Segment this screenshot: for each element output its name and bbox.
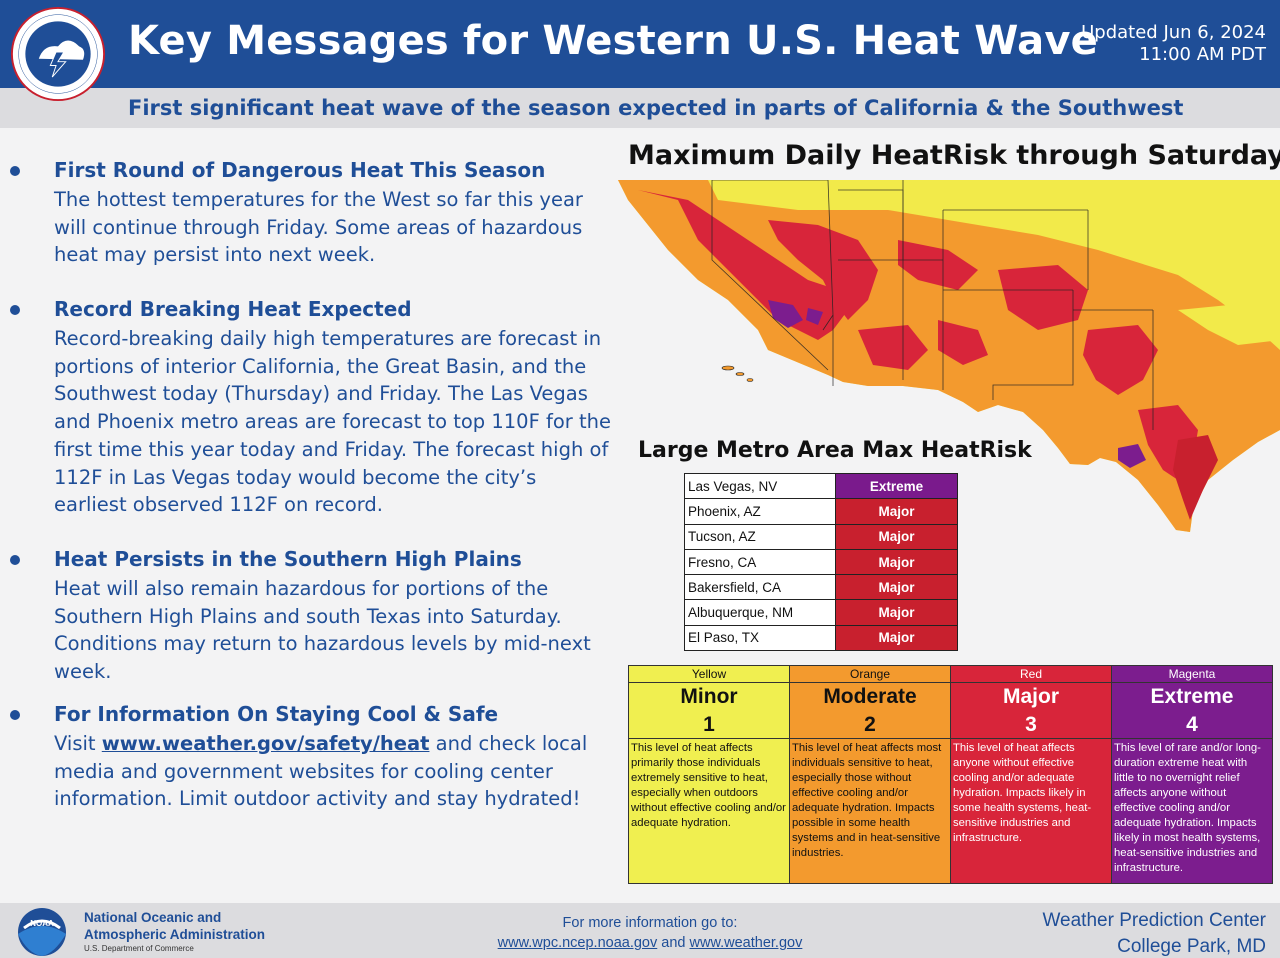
metro-risk-level: Major <box>835 548 958 576</box>
metro-city: Albuquerque, NM <box>684 599 836 626</box>
metro-risk-level: Major <box>835 523 958 550</box>
bullet-dot-icon <box>10 166 20 176</box>
noaa-line-2: Atmospheric Administration <box>84 927 266 942</box>
legend-level-number: 1 <box>629 711 789 739</box>
body-suffix: and check local media and government web… <box>54 732 588 811</box>
wpc-link[interactable]: www.wpc.ncep.noaa.gov <box>497 935 658 951</box>
wpc-credit: Weather Prediction Center College Park, … <box>1042 908 1266 958</box>
key-message-body: Record-breaking daily high temperatures … <box>54 327 612 517</box>
noaa-logo-icon: NOAA <box>18 908 66 956</box>
svg-text:NOAA: NOAA <box>30 919 54 928</box>
legend-level-description: This level of heat affects primarily tho… <box>631 742 786 829</box>
metro-city: Bakersfield, CA <box>684 574 836 601</box>
legend-level-2: Orange Moderate 2 This level of heat affect… <box>790 666 951 883</box>
legend-level-description: This level of rare and/or long-duration … <box>1114 742 1261 874</box>
metro-risk-level: Extreme <box>835 472 958 500</box>
metro-row: Bakersfield, CA Major <box>684 574 958 601</box>
metro-row: Las Vegas, NV Extreme <box>684 472 958 500</box>
key-message-heading: Record Breaking Heat Expected <box>54 297 412 321</box>
key-message-heading: For Information On Staying Cool & Safe <box>54 702 499 726</box>
metro-row: Fresno, CA Major <box>684 548 958 576</box>
more-info: For more information go to: www.wpc.ncep… <box>440 913 860 953</box>
updated-date: Updated Jun 6, 2024 <box>1081 22 1266 43</box>
heatrisk-map <box>618 180 1280 532</box>
metro-city: El Paso, TX <box>684 624 836 652</box>
legend-level-name: Minor <box>680 685 738 708</box>
more-info-links: www.wpc.ncep.noaa.gov and www.weather.go… <box>440 933 860 953</box>
updated-timestamp: Updated Jun 6, 2024 11:00 AM PDT <box>1081 22 1266 66</box>
page-subtitle: First significant heat wave of the seaso… <box>128 96 1184 120</box>
noaa-department: U.S. Department of Commerce <box>84 944 194 953</box>
metro-risk-level: Major <box>835 498 958 525</box>
key-message-heading: Heat Persists in the Southern High Plain… <box>54 547 522 571</box>
key-message-body: Heat will also remain hazardous for port… <box>54 577 591 684</box>
metro-table-title: Large Metro Area Max HeatRisk <box>636 436 1034 465</box>
legend-color-name: Red <box>951 666 1111 683</box>
legend-color-name: Yellow <box>629 666 789 683</box>
metro-city: Phoenix, AZ <box>684 498 836 525</box>
legend-level-number: 3 <box>951 711 1111 739</box>
legend-color-name: Magenta <box>1112 666 1272 683</box>
legend-level-name: Moderate <box>823 685 917 708</box>
metro-row: Albuquerque, NM Major <box>684 599 958 626</box>
key-message-body: Visit www.weather.gov/safety/heat and ch… <box>54 730 614 813</box>
legend-level-name: Major <box>1002 685 1059 708</box>
metro-row: El Paso, TX Major <box>684 624 958 652</box>
key-message-heading: First Round of Dangerous Heat This Seaso… <box>54 158 546 182</box>
legend-level-description: This level of heat affects most individu… <box>792 742 942 859</box>
legend-level-number: 4 <box>1112 711 1272 739</box>
metro-risk-level: Major <box>835 599 958 626</box>
legend-color-name: Orange <box>790 666 950 683</box>
header-bar <box>0 0 1280 88</box>
weather-gov-link[interactable]: www.weather.gov <box>689 935 803 951</box>
legend-level-4: Magenta Extreme 4 This level of rare and/or… <box>1112 666 1272 883</box>
key-message-body: The hottest temperatures for the West so… <box>54 188 583 267</box>
bullet-dot-icon <box>10 305 20 315</box>
metro-risk-level: Major <box>835 574 958 601</box>
metro-heatrisk-table: Las Vegas, NV Extreme Phoenix, AZ Major Tucs… <box>684 472 958 652</box>
metro-city: Las Vegas, NV <box>684 472 836 500</box>
noaa-name: National Oceanic and Atmospheric Adminis… <box>84 909 265 943</box>
wpc-name: Weather Prediction Center <box>1042 910 1266 931</box>
safety-heat-link[interactable]: www.weather.gov/safety/heat <box>101 732 430 755</box>
updated-time: 11:00 AM PDT <box>1139 44 1266 65</box>
nws-logo-icon <box>10 6 106 102</box>
legend-level-3: Red Major 3 This level of heat affects anyo… <box>951 666 1112 883</box>
more-info-label: For more information go to: <box>562 915 738 931</box>
map-title: Maximum Daily HeatRisk through Saturday <box>628 140 1280 171</box>
metro-risk-level: Major <box>835 624 958 652</box>
metro-city: Fresno, CA <box>684 548 836 576</box>
heatrisk-legend: Yellow Minor 1 This level of heat affects p… <box>628 665 1273 884</box>
subtitle-bar <box>0 88 1280 128</box>
links-and: and <box>657 935 690 951</box>
footer-bar <box>0 903 1280 958</box>
bullet-dot-icon <box>10 710 20 720</box>
legend-level-1: Yellow Minor 1 This level of heat affects p… <box>629 666 790 883</box>
metro-row: Tucson, AZ Major <box>684 523 958 550</box>
page-title: Key Messages for Western U.S. Heat Wave <box>128 18 1098 64</box>
metro-city: Tucson, AZ <box>684 523 836 550</box>
legend-level-number: 2 <box>790 711 950 739</box>
body-prefix: Visit <box>54 732 102 755</box>
legend-level-name: Extreme <box>1150 685 1234 708</box>
bullet-dot-icon <box>10 555 20 565</box>
metro-row: Phoenix, AZ Major <box>684 498 958 525</box>
noaa-line-1: National Oceanic and <box>84 910 222 925</box>
wpc-location: College Park, MD <box>1117 936 1266 957</box>
legend-level-description: This level of heat affects anyone withou… <box>953 742 1092 844</box>
